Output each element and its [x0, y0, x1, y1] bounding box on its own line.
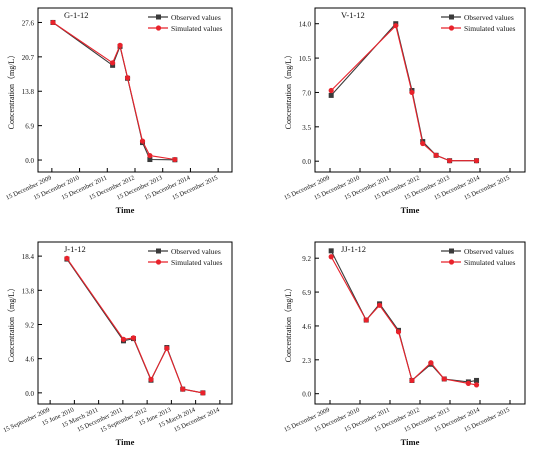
data-point-square: [474, 377, 480, 383]
data-point-circle: [147, 152, 153, 159]
x-tick-label: 15 December 2009: [5, 174, 53, 201]
series-line: [330, 250, 477, 383]
legend-circle-marker: [155, 259, 162, 265]
y-tick-label: 3.5: [302, 124, 311, 132]
data-point-circle: [473, 158, 480, 164]
data-point-square: [147, 157, 153, 163]
data-point-circle: [110, 60, 116, 66]
legend-circle-marker: [448, 25, 455, 31]
y-tick-label: 10.5: [299, 55, 312, 63]
y-tick-label: 18.4: [22, 253, 35, 261]
x-axis-label: Time: [116, 205, 135, 215]
y-axis-label: Concentration（mg/L）: [7, 284, 16, 363]
legend-square-marker: [156, 14, 161, 20]
chart-title: G-1-12: [64, 10, 89, 20]
x-axis-label: Time: [116, 437, 135, 447]
plot-frame: [37, 241, 233, 405]
legend-entry: Observed values: [171, 13, 221, 22]
data-point-circle: [328, 254, 334, 260]
legend-entry: Simulated values: [171, 24, 223, 33]
data-point-square: [328, 248, 334, 254]
legend-square-marker: [449, 248, 454, 254]
y-tick-label: 4.6: [25, 356, 34, 364]
data-point-circle: [441, 376, 447, 382]
data-point-circle: [172, 156, 178, 163]
chart-title: JJ-1-12: [341, 244, 366, 254]
data-point-circle: [395, 329, 402, 335]
data-point-circle: [328, 87, 334, 94]
y-tick-label: 0.0: [25, 157, 34, 165]
legend-entry: Observed values: [171, 247, 221, 256]
data-point-circle: [148, 376, 154, 383]
chart-title: V-1-12: [341, 10, 365, 20]
y-axis-label: Concentration（mg/L）: [284, 51, 293, 130]
data-point-circle: [363, 317, 369, 323]
legend-entry: Observed values: [464, 13, 514, 22]
legend-square-marker: [156, 248, 161, 254]
y-tick-label: 27.6: [22, 19, 35, 27]
data-point-circle: [473, 382, 480, 388]
y-tick-label: 13.8: [22, 287, 35, 295]
y-axis-label: Concentration（mg/L）: [7, 51, 16, 130]
data-point-circle: [50, 19, 56, 26]
y-tick-label: 6.9: [25, 123, 34, 131]
data-point-circle: [376, 302, 383, 308]
y-tick-label: 0.0: [302, 391, 311, 399]
data-point-square: [328, 92, 334, 98]
y-tick-label: 0.0: [25, 390, 34, 398]
data-point-circle: [393, 23, 399, 29]
data-point-circle: [130, 335, 137, 341]
y-tick-label: 20.7: [22, 54, 35, 62]
series-line: [66, 257, 204, 394]
data-point-circle: [117, 42, 123, 48]
y-tick-label: 4.6: [302, 323, 311, 331]
y-tick-label: 14.0: [299, 21, 312, 29]
series-line: [52, 22, 175, 161]
data-point-circle: [447, 158, 453, 164]
series-line: [330, 24, 477, 162]
legend-entry: Simulated values: [171, 258, 223, 267]
data-point-circle: [433, 152, 439, 158]
y-tick-label: 13.8: [22, 88, 35, 96]
data-point-circle: [420, 140, 426, 147]
series-line: [330, 256, 477, 386]
data-point-circle: [124, 75, 131, 81]
data-point-circle: [428, 360, 434, 366]
series-line: [330, 22, 477, 162]
data-point-circle: [64, 255, 70, 261]
data-point-circle: [200, 390, 206, 396]
y-tick-label: 0.0: [302, 158, 311, 166]
y-tick-label: 7.0: [302, 89, 311, 97]
data-point-circle: [465, 380, 471, 386]
data-point-circle: [409, 377, 415, 384]
legend-entry: Simulated values: [464, 258, 516, 267]
data-point-circle: [120, 336, 127, 342]
y-axis-label: Concentration（mg/L）: [284, 284, 293, 363]
data-point-circle: [139, 138, 146, 144]
y-tick-label: 9.2: [302, 255, 311, 263]
x-axis-label: Time: [401, 205, 420, 215]
series-line: [52, 22, 175, 161]
data-point-circle: [409, 89, 415, 96]
legend-entry: Simulated values: [464, 24, 516, 33]
legend-circle-marker: [448, 259, 455, 265]
data-point-circle: [180, 386, 186, 392]
chart-title: J-1-12: [64, 244, 86, 254]
legend-circle-marker: [155, 25, 162, 31]
data-point-circle: [164, 345, 170, 351]
legend-square-marker: [449, 14, 454, 20]
series-line: [66, 258, 204, 394]
y-tick-label: 2.3: [302, 357, 311, 365]
x-axis-label: Time: [401, 437, 420, 447]
y-tick-label: 9.2: [25, 321, 34, 329]
y-tick-label: 6.9: [302, 289, 311, 297]
legend-entry: Observed values: [464, 247, 514, 256]
